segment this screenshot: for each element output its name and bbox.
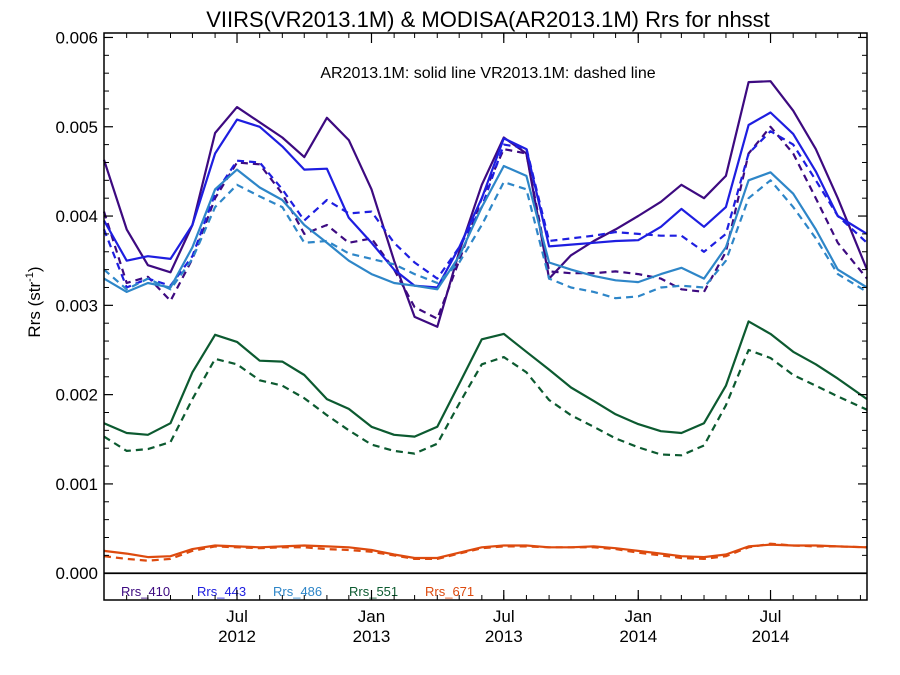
- x-tick-year: 2013: [353, 627, 391, 646]
- series-rrs-410-dashed-line: [102, 125, 868, 320]
- series-rrs-551-solid-line: [103, 320, 868, 438]
- y-axis-label: Rrs (str-1): [24, 266, 44, 337]
- y-axis-label-superscript: -1: [24, 272, 36, 282]
- x-tick-month: Jan: [358, 607, 385, 626]
- y-axis-label-close: ): [25, 266, 44, 272]
- legend-entry-rrs-486: Rrs_486: [273, 584, 322, 599]
- series-rrs-486-solid-line: [103, 164, 868, 293]
- plot-area: [102, 80, 869, 562]
- series-rrs-551-dashed-line: [103, 348, 868, 457]
- legend-entry-rrs-671: Rrs_671: [425, 584, 474, 599]
- x-tick-year: 2012: [218, 627, 256, 646]
- series-rrs-410-solid-line: [102, 80, 869, 328]
- series-rrs-443-dashed-line: [102, 130, 868, 289]
- x-tick-month: Jul: [226, 607, 248, 626]
- y-tick-label: 0.002: [55, 386, 98, 405]
- legend-entry-rrs-410: Rrs_410: [121, 584, 170, 599]
- y-axis-label-main: Rrs (str: [25, 282, 44, 338]
- chart-title: VIIRS(VR2013.1M) & MODISA(AR2013.1M) Rrs…: [206, 7, 770, 32]
- legend-entry-rrs-443: Rrs_443: [197, 584, 246, 599]
- line-style-annotation: AR2013.1M: solid line VR2013.1M: dashed …: [320, 65, 655, 82]
- y-tick-label: 0.004: [55, 207, 98, 226]
- x-tick-year: 2014: [619, 627, 657, 646]
- y-tick-label: 0.006: [55, 28, 98, 47]
- y-tick-label: 0.005: [55, 118, 98, 137]
- x-tick-month: Jul: [760, 607, 782, 626]
- series-rrs-443-solid-line: [103, 111, 868, 289]
- x-tick-year: 2013: [485, 627, 523, 646]
- legend-entry-rrs-551: Rrs_551: [349, 584, 398, 599]
- x-tick-month: Jan: [625, 607, 652, 626]
- y-tick-label: 0.003: [55, 296, 98, 315]
- y-tick-label: 0.001: [55, 475, 98, 494]
- x-tick-year: 2014: [752, 627, 790, 646]
- x-tick-month: Jul: [493, 607, 515, 626]
- series-rrs-671-solid-line: [103, 543, 868, 560]
- plot-frame: [103, 32, 868, 601]
- y-tick-label: 0.000: [55, 564, 98, 583]
- legend: Rrs_410 Rrs_443 Rrs_486 Rrs_551 Rrs_671: [121, 584, 474, 599]
- series-rrs-486-dashed-line: [103, 179, 868, 300]
